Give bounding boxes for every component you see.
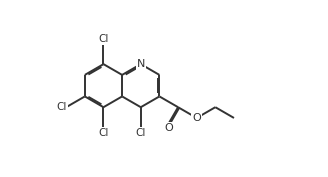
Text: O: O bbox=[192, 113, 201, 123]
Text: Cl: Cl bbox=[135, 128, 146, 138]
Text: Cl: Cl bbox=[98, 34, 109, 44]
Text: Cl: Cl bbox=[98, 128, 109, 138]
Text: Cl: Cl bbox=[57, 102, 67, 112]
Text: N: N bbox=[136, 59, 145, 69]
Text: O: O bbox=[165, 123, 173, 133]
